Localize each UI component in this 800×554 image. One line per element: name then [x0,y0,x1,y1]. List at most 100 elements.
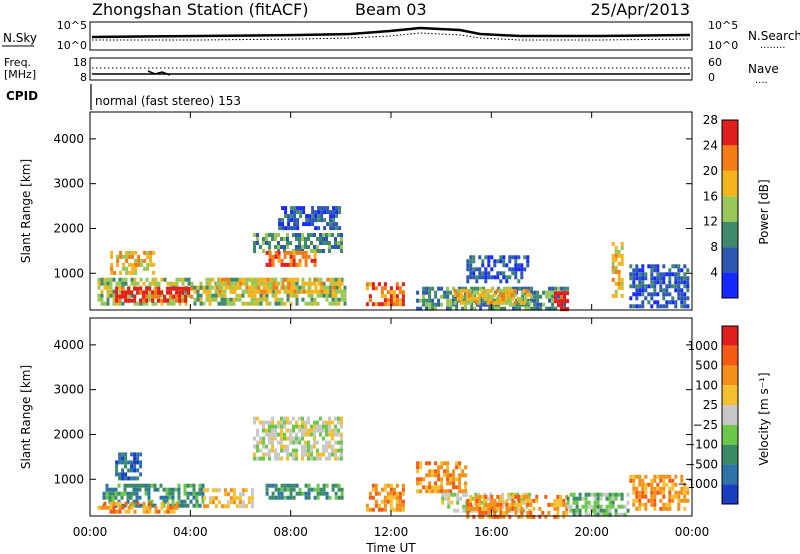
power-cell [557,299,560,304]
power-cell [638,284,642,289]
velocity-cell [198,491,202,496]
power-cell [513,292,517,297]
power-cell [268,262,272,267]
power-cell [268,233,271,237]
power-cell [611,269,615,274]
power-cell [245,281,249,286]
velocity-cell [562,514,566,519]
power-cell [677,264,681,269]
velocity-cell [340,487,344,492]
power-cell [169,290,173,295]
power-cell [148,286,152,291]
velocity-cell [120,495,124,500]
velocity-cell [386,483,390,488]
power-cell [487,271,491,276]
velocity-cell [683,486,687,491]
power-cell [298,233,301,237]
velocity-cell [386,491,390,496]
velocity-cell [452,481,456,486]
power-cell [659,304,663,309]
power-cell [374,302,378,307]
power-cell [110,250,114,255]
power-cell [377,302,381,307]
power-cell [166,298,170,303]
velocity-cell [328,432,331,437]
velocity-cell [139,452,143,457]
power-cell [178,294,182,299]
power-cell [328,285,332,290]
power-cell [316,293,320,298]
power-cell [459,292,463,297]
velocity-cell [431,473,435,478]
power-cell [507,296,511,301]
power-cell [617,249,621,254]
velocity-cell [447,496,451,501]
velocity-cell [638,474,642,479]
velocity-cell [581,496,585,501]
power-cell [304,250,308,255]
power-cell [428,294,432,299]
velocity-cell [150,483,154,488]
power-cell [131,250,135,255]
velocity-cell [186,503,190,508]
power-cell [290,206,294,211]
power-cell [310,258,314,263]
velocity-cell [337,487,341,492]
velocity-cell [162,495,166,500]
velocity-cell [256,456,259,461]
power-cell [128,270,132,275]
power-cell [142,298,146,303]
power-cell [469,255,473,260]
power-cell [677,292,681,297]
velocity-cell [626,500,630,505]
power-cell [650,284,654,289]
power-cell [617,261,621,266]
power-cell [100,293,104,298]
power-cell [677,296,681,301]
power-cell [653,280,657,285]
power-cell [263,281,267,286]
power-cell [632,276,636,281]
power-cell [260,277,264,282]
velocity-cell [441,500,445,505]
velocity-colorbar-segment [722,326,738,346]
velocity-cell [304,452,307,457]
power-cell [293,285,297,290]
power-cell [483,292,487,297]
velocity-cell [641,486,645,491]
power-cell [130,298,134,303]
power-cell [184,289,188,294]
velocity-cell [517,494,521,499]
velocity-cell [398,499,402,504]
power-cell [611,261,615,266]
velocity-cell [590,492,594,497]
velocity-cell [337,440,340,445]
power-cell [641,276,645,281]
power-cell [464,298,468,303]
velocity-cell [114,495,118,500]
velocity-cell [632,478,636,483]
power-cell [268,245,271,249]
power-cell [268,250,272,255]
velocity-cell [322,487,326,492]
velocity-cell [587,504,591,509]
power-cell [130,281,134,286]
power-cell [428,286,432,291]
power-cell [428,290,432,295]
power-colorbar-tick: 28 [703,113,718,127]
velocity-cell [529,498,533,503]
velocity-cell [238,500,242,505]
power-cell [277,250,281,255]
power-cell [310,297,314,302]
power-cell [277,297,281,302]
power-cell [160,301,164,306]
power-cell [124,290,128,295]
velocity-cell [593,492,597,497]
power-cell [680,268,684,273]
velocity-cell [614,496,618,501]
power-cell [323,289,327,294]
power-cell [199,285,203,290]
power-cell [469,267,473,272]
velocity-cell [487,514,491,519]
power-cell [220,293,224,298]
